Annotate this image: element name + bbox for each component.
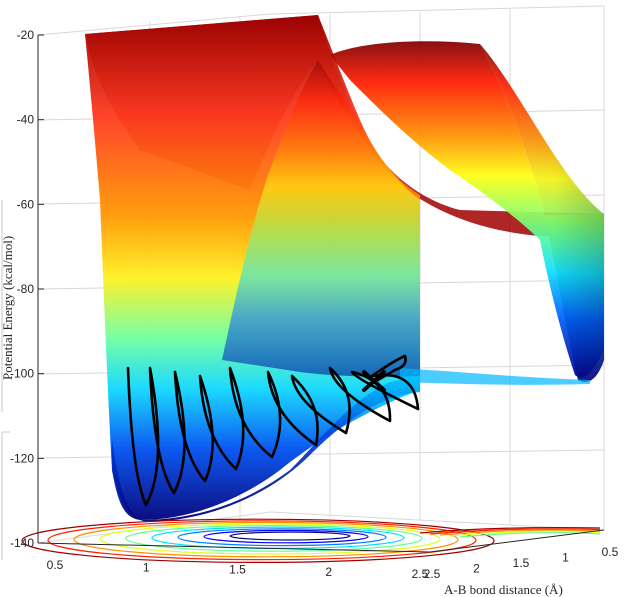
x-tick-label-side: 2.5 [424, 567, 441, 581]
contour-line [73, 521, 459, 558]
x-tick-label-front: 2.5 [412, 567, 429, 581]
x-tick-label-front: 1 [143, 560, 150, 574]
z-axis-label: Potential Energy (kcal/mol) [0, 236, 15, 380]
contour-line [229, 531, 351, 541]
contour-line [21, 518, 495, 564]
product-plateau [400, 368, 590, 385]
contour-line [177, 528, 387, 547]
z-tick-label: -40 [17, 113, 35, 127]
trajectory-end-marker [362, 370, 386, 392]
z-tick-label: -100 [10, 367, 34, 381]
contour-line [459, 531, 601, 538]
x-tick-label-side: 1 [562, 551, 569, 565]
x-tick-label-side: 2 [473, 562, 480, 576]
x-axis-label: A-B bond distance (Å) [444, 582, 563, 597]
x-tick-label-front: 2 [325, 565, 332, 579]
contour-line [419, 526, 601, 534]
x-tick-label-front: 0.5 [47, 558, 64, 572]
reactant-valley [112, 376, 420, 522]
right-surface-top [330, 41, 604, 378]
x-tick-label-front: 1.5 [229, 563, 246, 577]
x-axis-side: 2.5 2 1.5 1 0.5 [424, 529, 619, 581]
contour-line [439, 529, 601, 536]
x-axis-front: 0.5 1 1.5 2 2.5 [37, 542, 431, 581]
window-edge [1, 200, 10, 560]
contour-line [203, 529, 369, 544]
contour-line [99, 523, 441, 555]
z-tick-label: -140 [10, 536, 34, 550]
contour-line [47, 520, 477, 561]
x-tick-label-side: 1.5 [513, 556, 530, 570]
floor-contour-plot [21, 518, 601, 564]
z-tick-label: -60 [17, 197, 35, 211]
saddle-surface [222, 60, 420, 377]
contour-line [449, 530, 601, 537]
trajectory-path [126, 354, 420, 507]
z-tick-label: -120 [10, 451, 34, 465]
z-tick-label: -20 [17, 28, 35, 42]
z-tick-label: -80 [17, 282, 35, 296]
contour-line [429, 528, 601, 535]
z-axis: -20 -40 -60 -80 -100 -120 -140 [10, 28, 44, 550]
x-tick-label-side: 0.5 [602, 545, 619, 559]
reaction-trajectory [126, 354, 420, 507]
right-wall-shade [480, 44, 604, 382]
contour-line [125, 525, 423, 552]
